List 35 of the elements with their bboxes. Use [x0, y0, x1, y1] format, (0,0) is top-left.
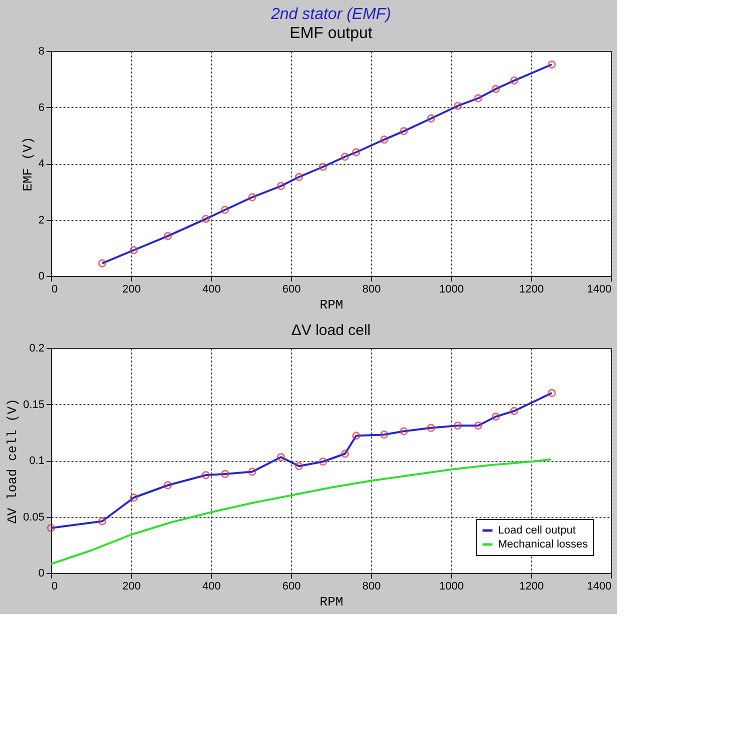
- x-tick-label: 1400: [587, 284, 612, 296]
- x-tick-label: 1000: [439, 580, 464, 592]
- x-tick-label: 400: [202, 284, 221, 296]
- x-tick-label: 800: [362, 580, 381, 592]
- y-tick-label: 0: [38, 568, 44, 580]
- x-tick-label: 0: [52, 284, 58, 296]
- x-axis-title: RPM: [320, 298, 344, 312]
- x-tick-label: 0: [52, 580, 58, 592]
- chart-title: ΔV load cell: [291, 322, 371, 339]
- y-tick-label: 4: [38, 158, 44, 170]
- y-tick-label: 2: [38, 214, 44, 226]
- y-tick-label: 0.1: [29, 455, 44, 467]
- legend-label: Mechanical losses: [498, 538, 588, 550]
- x-tick-label: 400: [202, 580, 221, 592]
- x-tick-label: 1400: [587, 580, 612, 592]
- x-tick-label: 600: [282, 284, 301, 296]
- x-tick-label: 1200: [519, 284, 544, 296]
- y-axis-title: EMF (V): [20, 136, 36, 192]
- y-tick-label: 0.2: [29, 342, 44, 354]
- y-tick-label: 6: [38, 102, 44, 114]
- chart-subtitle: EMF output: [290, 25, 373, 42]
- x-tick-label: 200: [122, 580, 141, 592]
- chart-title: 2nd stator (EMF): [270, 6, 392, 23]
- legend-label: Load cell output: [498, 524, 576, 536]
- x-tick-label: 600: [282, 580, 301, 592]
- y-axis-title: ΔV load cell (V): [5, 398, 20, 524]
- x-tick-label: 200: [122, 284, 141, 296]
- x-tick-label: 1200: [519, 580, 544, 592]
- y-tick-label: 0: [38, 270, 44, 282]
- y-tick-label: 8: [38, 46, 44, 58]
- x-tick-label: 800: [362, 284, 381, 296]
- x-axis-title: RPM: [320, 594, 344, 610]
- x-tick-label: 1000: [439, 284, 464, 296]
- y-tick-label: 0.15: [23, 398, 44, 411]
- y-tick-label: 0.05: [23, 511, 44, 524]
